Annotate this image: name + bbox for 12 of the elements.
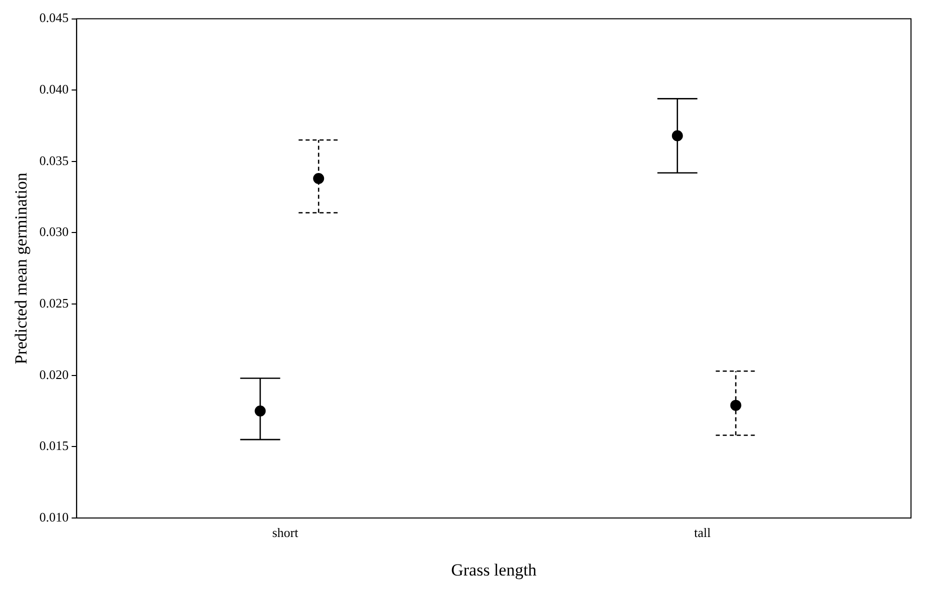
y-axis-title: Predicted mean germination xyxy=(12,172,31,364)
y-tick-label: 0.045 xyxy=(39,10,69,26)
x-tick-label: short xyxy=(272,525,299,540)
x-tick-label: tall xyxy=(694,525,712,540)
y-tick-label: 0.010 xyxy=(39,509,69,524)
y-tick-label: 0.015 xyxy=(39,438,69,454)
y-tick-label: 0.040 xyxy=(39,82,69,97)
y-tick-label: 0.030 xyxy=(39,224,69,240)
y-tick-label: 0.035 xyxy=(39,152,69,168)
y-tick-label: 0.020 xyxy=(39,366,69,382)
x-axis-title: Grass length xyxy=(451,560,538,580)
y-tick-label: 0.025 xyxy=(39,295,69,310)
